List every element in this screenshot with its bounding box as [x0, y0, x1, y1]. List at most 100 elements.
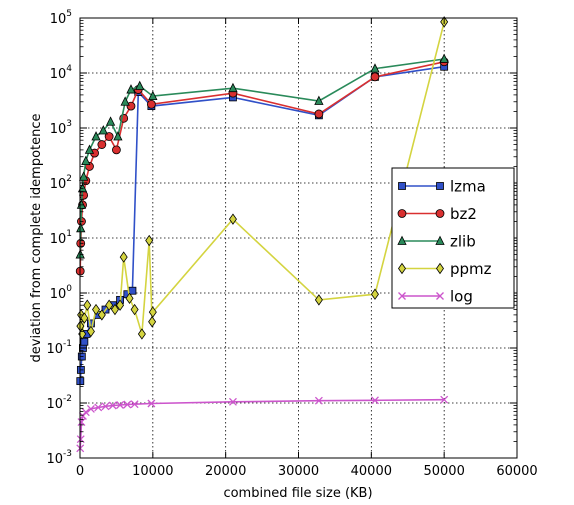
- x-tick-label: 60000: [496, 464, 537, 479]
- legend-box: [391, 167, 515, 309]
- data-point-bz2: [370, 72, 380, 82]
- legend-label: lzma: [450, 178, 486, 196]
- y-tick-label: 100: [50, 284, 73, 302]
- data-point-zlib: [78, 171, 89, 181]
- data-point-log: [130, 400, 139, 409]
- data-point-bz2: [146, 99, 156, 109]
- data-point-ppmz: [148, 316, 157, 328]
- data-point-ppmz: [228, 213, 237, 225]
- data-point-ppmz: [145, 234, 154, 247]
- data-point-log: [94, 403, 103, 412]
- data-point-zlib: [439, 53, 449, 63]
- data-point-zlib: [91, 131, 101, 141]
- data-point-log: [77, 418, 86, 427]
- x-tick-label: 40000: [351, 464, 392, 479]
- y-tick-label: 10-2: [46, 394, 72, 412]
- data-point-log: [101, 402, 110, 411]
- data-point-zlib: [135, 80, 145, 90]
- legend-label: bz2: [450, 205, 477, 223]
- data-point-zlib: [98, 125, 108, 135]
- legend-marker: [436, 182, 444, 190]
- legend-marker: [398, 182, 406, 190]
- data-point-bz2: [314, 109, 324, 119]
- legend-marker: [398, 292, 406, 300]
- x-tick-label: 50000: [423, 464, 464, 479]
- x-tick-labels: 0 10000 20000 30000 40000 50000 60000: [76, 464, 538, 479]
- data-point-ppmz: [130, 303, 139, 316]
- data-point-bz2: [97, 140, 107, 149]
- data-point-zlib: [120, 96, 130, 106]
- data-point-ppmz: [125, 292, 134, 305]
- data-point-log: [228, 397, 237, 406]
- series-line-ppmz: [79, 21, 445, 335]
- x-tick-label: 20000: [205, 464, 246, 479]
- data-point-log: [371, 396, 379, 405]
- y-tick-label: 105: [50, 9, 72, 27]
- data-point-ppmz: [116, 299, 125, 311]
- x-tick-label: 10000: [132, 464, 173, 479]
- legend-marker: [397, 235, 407, 245]
- data-point-ppmz: [148, 306, 157, 318]
- data-point-zlib: [105, 116, 116, 126]
- data-point-log: [116, 401, 125, 409]
- legend-marker: [435, 235, 445, 245]
- legend-marker: [398, 262, 406, 275]
- data-point-log: [108, 401, 117, 410]
- y-axis-label: deviation from complete idempotence: [29, 113, 44, 362]
- legend: lzma bz2 zlib ppmz log: [391, 167, 515, 309]
- series-zlib: [75, 53, 449, 259]
- legend-item-ppmz: ppmz: [398, 260, 492, 278]
- data-point-lzma: [80, 337, 89, 346]
- ticks: [79, 17, 518, 459]
- data-point-lzma: [128, 286, 137, 295]
- y-tick-label: 104: [50, 64, 73, 82]
- x-tick-label: 0: [76, 464, 84, 479]
- data-point-log: [440, 395, 449, 404]
- legend-marker: [397, 209, 407, 218]
- data-point-ppmz: [370, 288, 379, 300]
- data-point-zlib: [126, 84, 136, 94]
- y-tick-label: 101: [50, 229, 72, 247]
- data-point-zlib: [148, 90, 158, 101]
- legend-label: log: [450, 288, 473, 306]
- data-point-ppmz: [314, 294, 323, 306]
- series-ppmz: [76, 16, 449, 340]
- data-point-ppmz: [119, 251, 128, 263]
- data-point-zlib: [113, 131, 123, 141]
- y-tick-label: 10-1: [46, 339, 72, 357]
- data-point-zlib: [76, 222, 86, 233]
- data-point-log: [86, 404, 95, 413]
- data-point-bz2: [104, 132, 114, 141]
- data-point-ppmz: [97, 309, 106, 321]
- y-tick-label: 102: [50, 174, 72, 192]
- legend-marker: [436, 262, 444, 275]
- legend-item-zlib: zlib: [397, 233, 476, 251]
- data-point-log: [147, 399, 156, 408]
- data-point-log: [81, 408, 90, 417]
- legend-label: zlib: [450, 233, 476, 251]
- x-axis-label: combined file size (KB): [223, 486, 372, 501]
- data-point-log: [123, 400, 132, 409]
- legend-label: ppmz: [450, 260, 492, 278]
- data-point-bz2: [112, 145, 121, 155]
- data-point-ppmz: [105, 299, 114, 311]
- data-point-ppmz: [137, 328, 146, 340]
- series-log: [76, 395, 449, 453]
- data-point-ppmz: [80, 312, 89, 324]
- data-point-zlib: [81, 155, 91, 166]
- data-point-zlib: [314, 95, 324, 105]
- legend-marker: [436, 292, 444, 300]
- y-tick-label: 103: [50, 119, 72, 137]
- y-tick-labels: 10-3 10-2 10-1 100 101 102 103 104 105: [46, 9, 72, 467]
- legend-marker: [435, 209, 445, 218]
- data-point-ppmz: [86, 325, 95, 338]
- data-point-log: [314, 396, 323, 405]
- data-point-zlib: [370, 63, 380, 73]
- data-point-ppmz: [110, 303, 119, 316]
- y-tick-label: 10-3: [46, 449, 72, 467]
- data-point-zlib: [228, 82, 238, 93]
- data-point-ppmz: [83, 299, 92, 311]
- data-point-ppmz: [92, 303, 101, 316]
- data-point-zlib: [76, 199, 87, 209]
